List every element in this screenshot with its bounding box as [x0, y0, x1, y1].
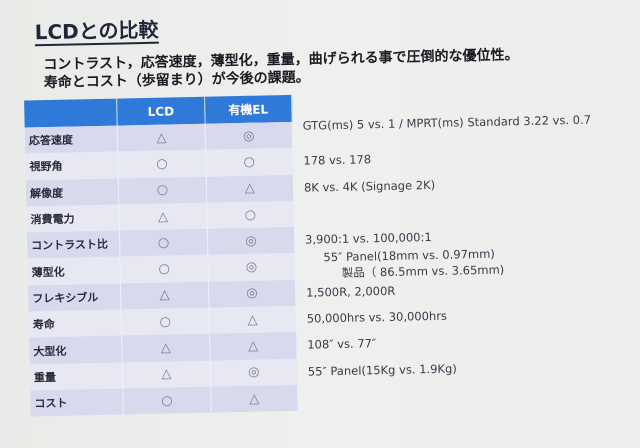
oled-rating: △ [205, 174, 294, 203]
lcd-rating: △ [117, 123, 206, 152]
subtitle-line-2: 寿命とコスト（歩留まり）が今後の課題。 [43, 69, 310, 92]
row-note: 8K vs. 4K (Signage 2K) [303, 177, 436, 195]
row-label: 寿命 [28, 309, 122, 338]
lcd-rating: △ [119, 202, 207, 231]
row-label: フレキシブル [27, 283, 122, 312]
oled-rating: △ [210, 384, 299, 413]
oled-rating: ◎ [207, 253, 296, 282]
row-note: 50,000hrs vs. 30,000hrs [306, 308, 448, 326]
row-note: GTG(ms) 5 vs. 1 / MPRT(ms) Standard 3.22… [302, 112, 592, 133]
oled-rating: ◎ [208, 279, 296, 308]
row-label: 大型化 [29, 335, 123, 365]
header-lcd: LCD [116, 96, 205, 126]
row-label: 消費電力 [26, 204, 120, 233]
lcd-rating: △ [122, 360, 211, 389]
lcd-rating: ○ [118, 176, 207, 205]
table-row: コスト ○ △ [30, 384, 299, 417]
header-oled: 有機EL [204, 94, 293, 124]
row-label: 重量 [29, 362, 124, 391]
oled-rating: ○ [205, 148, 294, 177]
row-label: 薄型化 [27, 257, 121, 286]
row-note: 55″ Panel(15Kg vs. 1.9Kg) [307, 361, 457, 379]
oled-rating: ◎ [209, 358, 298, 387]
row-note-secondary: 製品（ 86.5mm vs. 3.65mm) [341, 262, 505, 280]
oled-rating: ◎ [206, 227, 295, 256]
row-label: 解像度 [25, 178, 120, 207]
row-note: 178 vs. 178 [303, 152, 372, 168]
oled-rating: △ [209, 332, 298, 361]
header-blank [24, 98, 118, 128]
row-note: 108″ vs. 77″ [307, 336, 377, 353]
row-label: 応答速度 [24, 125, 119, 154]
oled-rating: ○ [206, 200, 295, 229]
lcd-rating: ○ [119, 228, 208, 258]
row-label: 視野角 [25, 151, 119, 181]
oled-rating: △ [208, 305, 297, 335]
lcd-rating: △ [121, 334, 210, 363]
lcd-rating: ○ [121, 307, 210, 336]
row-note: 1,500R, 2,000R [306, 283, 396, 300]
slide-title: LCDとの比較 [34, 17, 159, 47]
lcd-rating: ○ [120, 255, 209, 284]
oled-rating: ◎ [204, 121, 293, 151]
lcd-rating: ○ [118, 150, 206, 179]
comparison-table: LCD 有機EL 応答速度 △ ◎ 視野角 ○ ○ 解像度 ○ △ 消費電力 △ ○ コントラスト比 ○ ◎… [24, 94, 299, 417]
row-label: コントラスト比 [26, 230, 121, 259]
row-label: コスト [30, 388, 124, 417]
lcd-rating: ○ [123, 386, 211, 415]
row-note: 3,900:1 vs. 100,000:1 [304, 230, 432, 247]
lcd-rating: △ [120, 281, 209, 310]
